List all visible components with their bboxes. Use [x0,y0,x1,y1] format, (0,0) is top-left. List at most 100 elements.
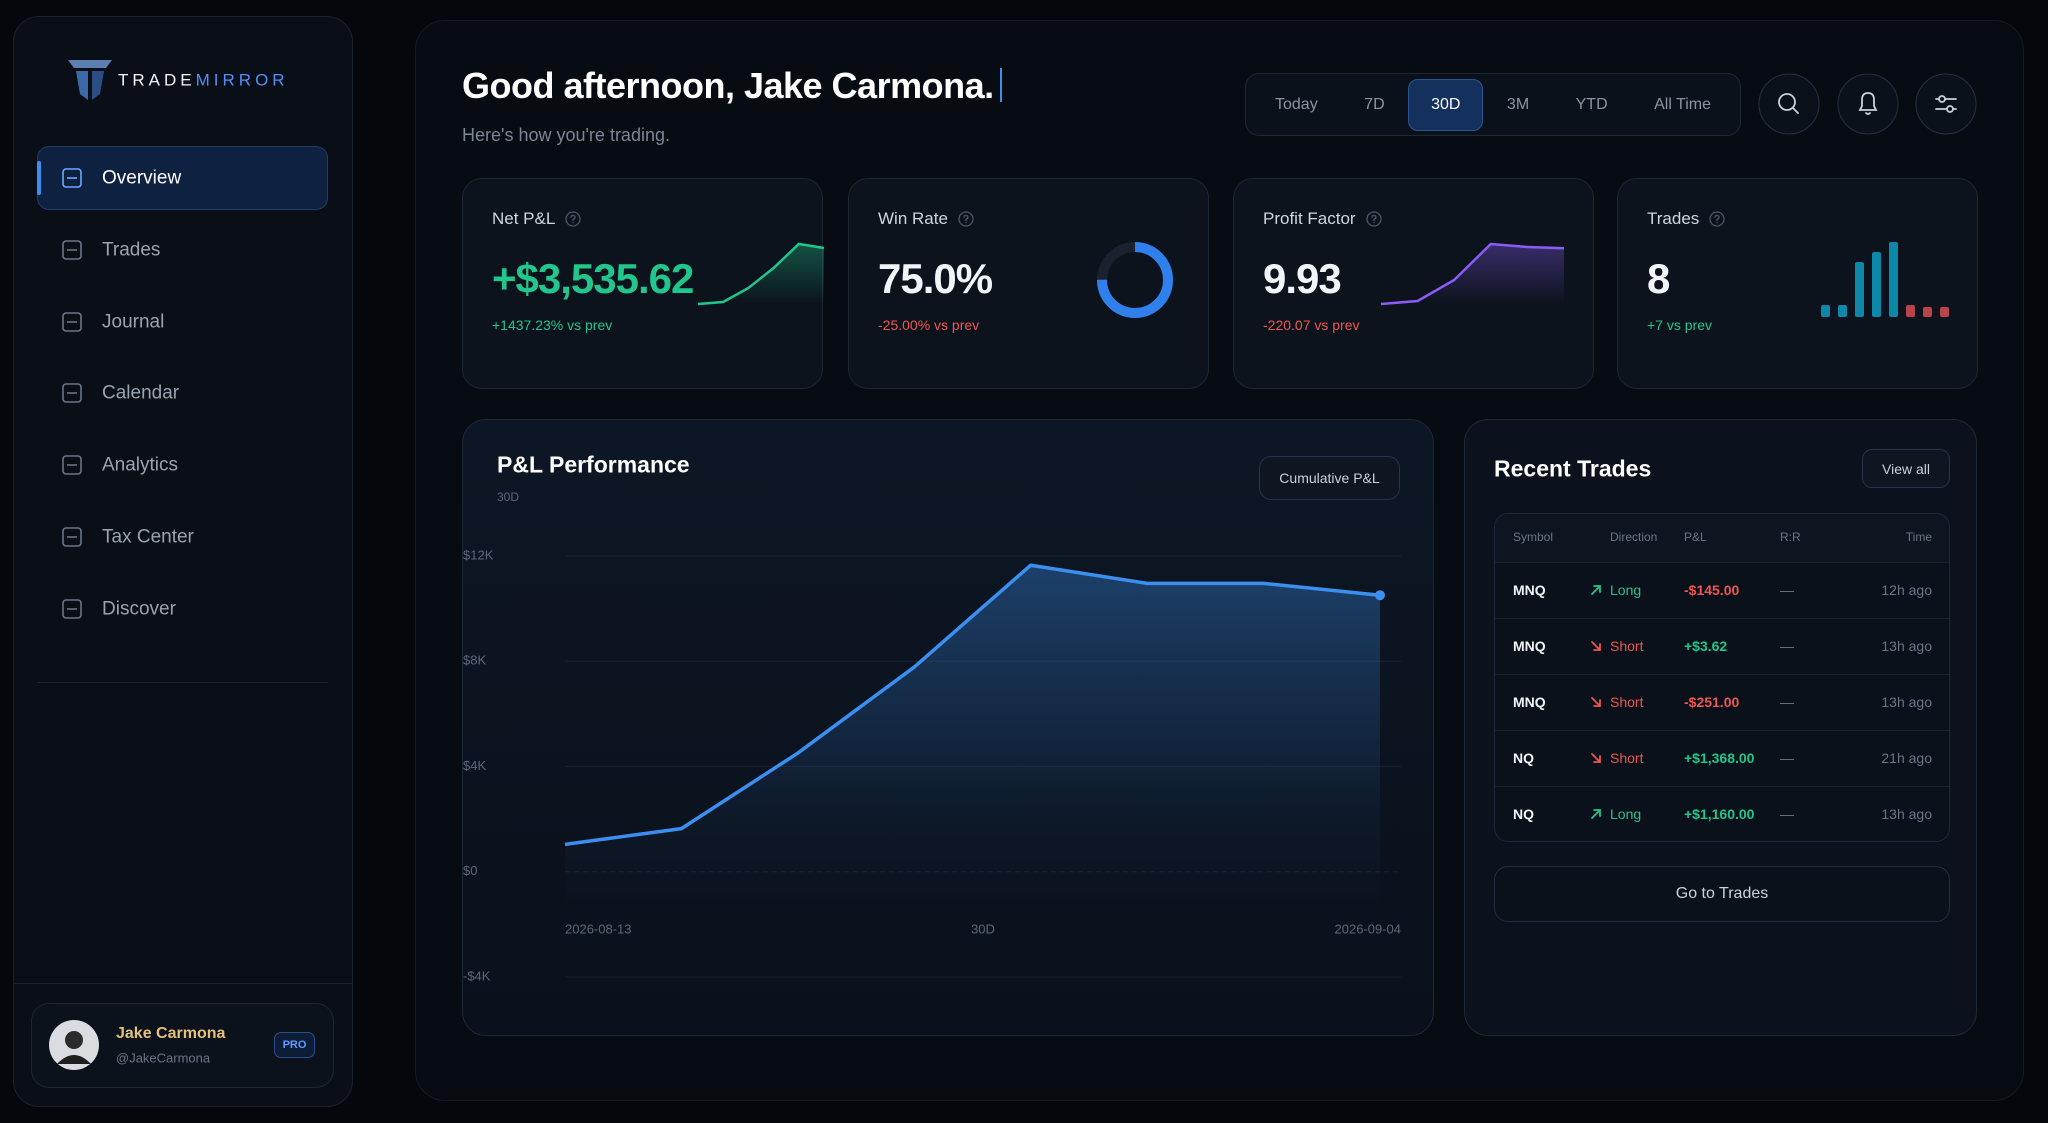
rr: — [1780,806,1794,822]
range-tab[interactable]: All Time [1654,95,1711,113]
nav-active [37,146,328,210]
help-icon [958,211,974,227]
help-icon-mark [1370,214,1377,224]
card-title: Win Rate [878,209,948,228]
chart-button[interactable]: Cumulative P&L [1259,456,1400,500]
nav-item[interactable]: Overview [102,167,182,189]
range-tab[interactable]: 7D [1364,95,1385,113]
brand: TRADEMIRROR [118,72,289,89]
card-delta: +7 vs prev [1647,317,1712,333]
nav-icon [62,239,82,260]
nav-item[interactable]: Discover [102,598,176,620]
time: 13h ago [1881,806,1932,822]
card-value: 75.0% [878,255,993,302]
nav-item[interactable]: Calendar [102,382,180,404]
search-icon [1778,93,1796,111]
stat-card: Profit Factor 9.93 -220.07 vs prev [1233,178,1594,389]
divider [37,682,328,683]
time: 13h ago [1881,694,1932,710]
area [565,565,1380,912]
nav-item[interactable]: Trades [102,239,161,261]
chart-card: P&L Performance 30D Cumulative P&L $12K $8K $… [462,419,1434,1036]
direction: Short [1610,638,1644,654]
card-head: Win Rate [878,207,992,231]
view-all[interactable]: View all [1862,449,1950,488]
card-title: Trades [1647,209,1700,228]
help-icon-mark [570,214,576,224]
row-divider [1495,562,1949,563]
range-tab[interactable]: Today [1275,95,1318,113]
stat-card: Net P&L +$3,535.62 +1437.23% vs prev [462,178,825,389]
search-icon [1792,107,1799,114]
time: 13h ago [1881,638,1932,654]
icon-button[interactable] [1837,73,1899,135]
spark-area [698,244,824,304]
avatar [49,1020,99,1070]
donut-arc [1097,242,1173,318]
icon-button[interactable] [1915,73,1977,135]
symbol: MNQ [1513,638,1546,654]
range-tab[interactable]: 30D [1408,78,1484,131]
divider [14,983,352,984]
card-delta: +1437.23% vs prev [492,317,613,333]
icon-button[interactable] [1758,73,1820,135]
nav-item[interactable]: Journal [102,311,165,333]
spark-bar [1838,305,1847,317]
bell-icon [1858,92,1878,115]
icon-button-bg [1758,73,1820,135]
row-divider [1495,674,1949,675]
column-header: R:R [1780,530,1801,544]
card-head: Net P&L [492,207,693,231]
card-value: 9.93 [1263,255,1342,302]
pnl: +$1,368.00 [1684,750,1755,766]
line [564,563,1381,847]
help-icon [565,211,581,227]
help-icon-mark [963,214,969,224]
y-tick-label: -$4K [463,968,491,983]
arrow [1591,641,1601,651]
logo-icon [68,60,112,100]
help-icon [1365,211,1382,227]
table-header [1495,514,1949,562]
nav-item[interactable]: Analytics [102,454,179,476]
chart-subtitle: 30D [497,490,520,504]
help-icon-ring [565,211,581,227]
user-handle: @JakeCarmona [116,1050,211,1066]
x-label: 2026-08-13 [565,921,632,936]
card-content: Profit Factor 9.93 -220.07 vs prev [1263,207,1382,332]
avatar-head [65,1031,83,1049]
direction: Short [1610,694,1644,710]
stat-card: Trades 8 +7 vs prev [1617,178,1978,389]
x-label: 2026-09-04 [1335,921,1402,936]
filter-icon [1946,105,1954,113]
card-delta: -220.07 vs prev [1263,317,1360,333]
nav-icon [62,168,82,188]
go-to-trades[interactable]: Go to Trades [1494,866,1950,922]
x-label: 30D [971,921,995,936]
card-value: 8 [1647,255,1670,302]
rr: — [1780,638,1794,654]
help-icon-mark [1714,214,1720,224]
range-tab[interactable]: 3M [1506,95,1530,113]
logo-shape [68,60,112,68]
nav-icon-shape [62,239,82,260]
sparkline [1380,242,1565,306]
logo-shape [92,71,104,100]
direction: Long [1610,582,1642,598]
nav-icon-shape [62,311,82,332]
rr: — [1780,582,1794,598]
y-tick-label: $8K [463,653,486,668]
y-tick-label: $12K [463,547,494,562]
spark-bar [1855,262,1864,317]
trades-title: Recent Trades [1494,455,1652,482]
row-divider [1495,730,1949,731]
nav-item[interactable]: Tax Center [102,526,194,548]
spark-bar [1821,305,1830,317]
help-icon-ring [1709,211,1725,227]
direction: Short [1610,750,1644,766]
spark-line [697,242,825,306]
range-tab[interactable]: YTD [1575,95,1608,113]
icon-button-bg [1837,73,1899,135]
